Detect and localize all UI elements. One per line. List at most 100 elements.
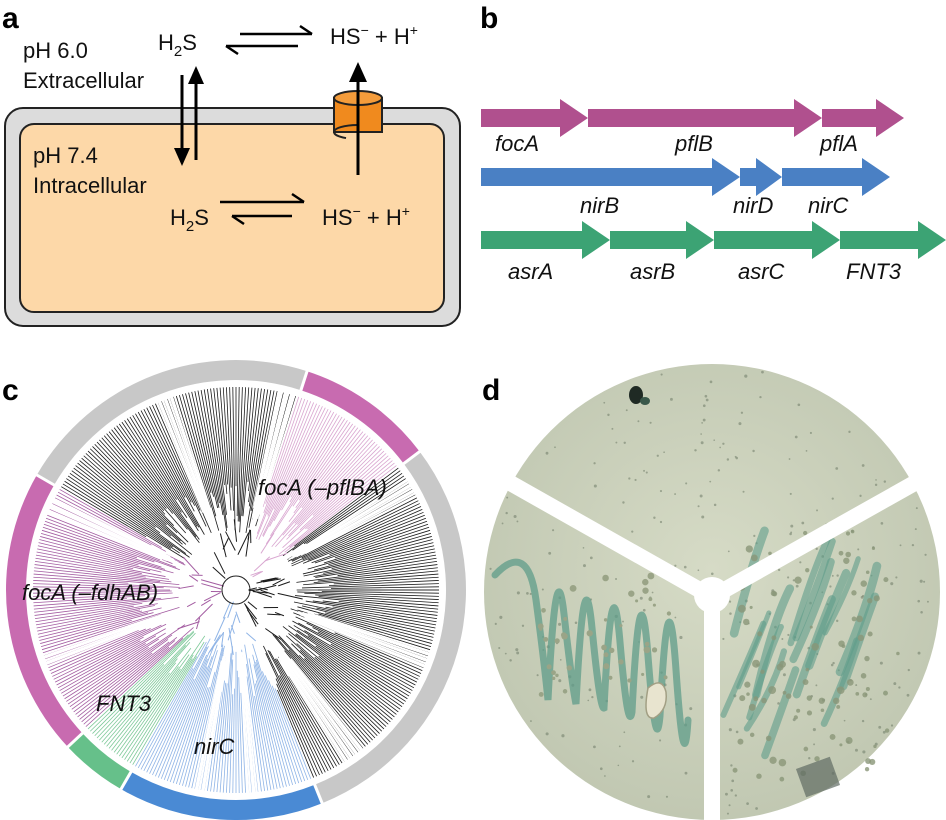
agar-speck [915,507,918,510]
streak-right [789,558,835,664]
tree-gap [274,648,351,761]
tree-gap [205,661,227,793]
tree-gap [41,612,168,656]
agar-speck [919,579,923,583]
agar-speck [911,543,915,547]
agar-speck [701,422,703,424]
tree-leaf [302,506,422,561]
tree-leaf [81,646,170,723]
agar-speck [607,413,610,417]
tree-leaf [42,526,138,559]
tree-gap [198,651,226,792]
agar-speck [883,480,887,483]
tree-leaf [288,625,405,705]
tree-leaf [274,688,312,779]
agar-speck [611,427,614,430]
tree-gap [259,394,298,515]
tree-leaf [247,388,259,482]
tree-gap [279,648,360,755]
tree-root [221,575,251,605]
tree-leaf [315,594,439,604]
colony-dot [778,758,787,767]
ring-segment-focA-pflBA [300,371,420,464]
tree-leaf [323,529,431,564]
tree-leaf [302,542,434,575]
agar-speck [631,530,634,533]
tree-branch [247,601,258,610]
tree-leaf [210,680,225,792]
colony-dot [753,696,759,702]
tree-leaf [56,640,141,686]
tree-leaf [178,687,209,786]
tree-leaf [34,564,172,583]
gene-arrow-focA [481,99,588,137]
agar-speck [659,520,663,524]
h2s-extracellular: H2S [158,30,197,60]
tree-leaf [297,606,432,644]
agar-speck [515,648,519,652]
colony-dot [771,635,777,641]
colony-dot [644,641,650,647]
tree-leaf [255,680,281,789]
agar-speck [728,600,732,603]
tree-gap [47,508,168,562]
tree-branch [186,601,196,608]
ring-segment-nirC [121,771,323,820]
colony-dot [601,644,607,651]
debris [795,756,841,798]
colony-dot [779,660,786,668]
tree-leaf [213,682,227,792]
tree-leaf [292,620,415,689]
colony-dot [566,665,572,671]
colony-dot [814,756,820,762]
tree-leaf [33,583,164,589]
colony-dot [538,692,544,697]
agar-speck [777,702,780,705]
colony-dot [838,550,844,556]
agar-speck [599,767,603,771]
colony-dot [856,615,863,623]
tree-leaf [229,694,234,793]
tree-gap [161,398,212,526]
tree-leaf [140,638,211,770]
tree-leaf [87,450,167,526]
phylogenetic-tree [33,387,439,795]
tree-leaf [289,462,395,548]
tree-branch [235,611,241,623]
tree-leaf [284,465,397,553]
export-arrowhead [349,62,367,82]
tree-leaf [337,561,438,576]
agar-speck [738,422,742,426]
agar-speck [862,594,865,597]
tree-gap [270,639,354,759]
tree-gap [291,488,415,560]
colony-dot [563,616,568,621]
agar-speck [794,435,798,439]
tree-gap [45,617,166,668]
tree-leaf [265,653,323,774]
tree-leaf [77,637,178,718]
agar-speck [734,794,738,797]
panel-d: d [482,364,940,820]
colony-dot [805,568,810,573]
tree-leaf [274,658,337,767]
agar-speck [799,561,802,564]
agar-speck [801,521,805,525]
agar-speck [536,674,539,677]
clade-label-nirC: nirC [194,734,234,759]
tree-leaf [146,407,196,506]
colony-dot [802,679,809,686]
tree-leaf [37,610,143,635]
streak-right [805,568,851,670]
colony-dot [883,577,889,583]
tree-leaf [216,683,228,793]
agar-speck [582,564,586,568]
agar-speck [848,430,851,433]
tree-leaf [305,455,389,530]
tree-branch [212,566,226,579]
tree-leaf [240,692,246,793]
tree-leaf [113,666,179,753]
tree-branch [274,611,285,617]
agar-speck [588,688,592,692]
clade-label-focA-pflBA: focA (–pflBA) [258,475,387,500]
